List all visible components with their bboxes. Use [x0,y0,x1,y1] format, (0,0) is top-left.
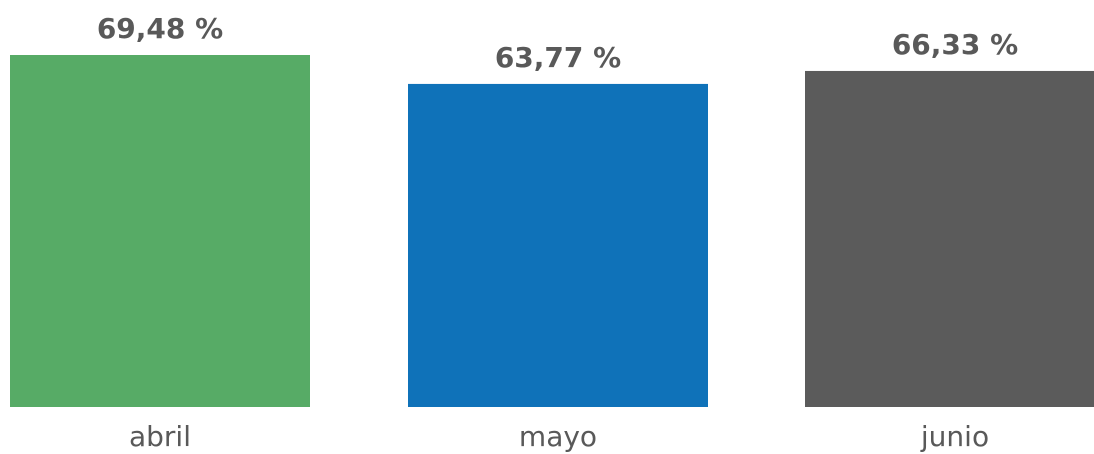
category-label-junio: junio [920,420,989,453]
bar-abril [10,55,310,407]
bars-group [10,55,1094,407]
value-labels-group: 69,48 % 63,77 % 66,33 % [97,12,1018,74]
data-label-mayo: 63,77 % [495,41,621,74]
category-label-mayo: mayo [519,420,597,453]
category-labels-group: abril mayo junio [129,420,989,453]
bar-junio [805,70,1094,407]
data-label-junio: 66,33 % [892,28,1018,61]
data-label-abril: 69,48 % [97,12,223,45]
category-label-abril: abril [129,420,191,453]
bar-mayo [408,83,708,407]
